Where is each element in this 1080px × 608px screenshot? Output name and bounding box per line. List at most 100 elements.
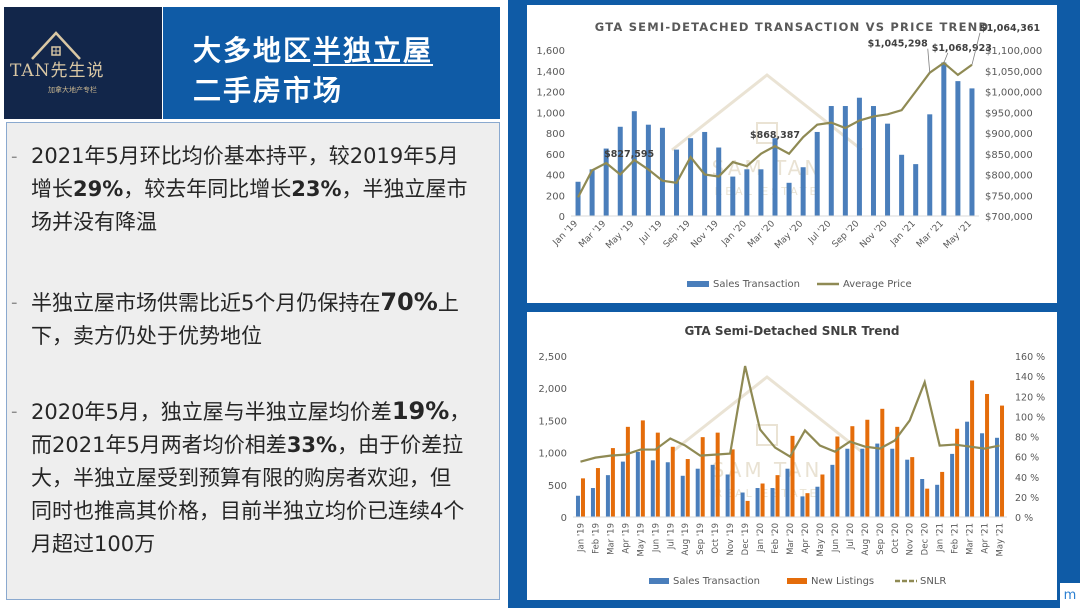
data-label-leader (943, 52, 949, 64)
legend-listings-label: New Listings (811, 576, 874, 587)
y-tick-label: 2,500 (538, 352, 567, 363)
x-tick-label: Jun '19 (651, 523, 661, 553)
bar-new-listings (655, 432, 660, 517)
y-tick-label: 600 (546, 150, 565, 161)
chart-snlr-trend-svg: GTA Semi-Detached SNLR Trend 0 500 1,000 1,5… (538, 324, 1045, 587)
bar-sales-transaction (785, 468, 790, 517)
bar-sales-transaction (828, 106, 834, 216)
x-tick-label: May '21 (996, 523, 1006, 556)
x-tick-label: Mar '20 (786, 523, 796, 555)
bar-sales-transaction (758, 169, 764, 216)
legend-sales-swatch (649, 578, 669, 584)
watermark-house-icon (671, 375, 863, 454)
x-tick-label: Nov '19 (726, 523, 736, 555)
x-tick-label: Mar '21 (915, 219, 946, 250)
bar-sales-transaction (860, 448, 865, 517)
x-tick-label: Feb '20 (771, 523, 781, 554)
legend-sales-label: Sales Transaction (713, 279, 800, 290)
x-tick-label: Sep '19 (696, 523, 706, 555)
chart-price-trend: GTA SEMI-DETACHED TRANSACTION VS PRICE T… (527, 5, 1057, 303)
bullet-dash: - (11, 146, 18, 167)
bar-new-listings (745, 500, 750, 517)
bar-new-listings (880, 408, 885, 517)
line-average-price (577, 61, 973, 198)
bar-sales-transaction (575, 181, 581, 216)
y2-tick-label: $1,100,000 (985, 46, 1042, 57)
logo: TAN先生说 加拿大地产专栏 (4, 7, 162, 119)
chart-title: GTA Semi-Detached SNLR Trend (684, 324, 899, 338)
bar-sales-transaction (980, 433, 985, 517)
bar-sales-transaction (744, 169, 750, 216)
logo-subtitle: 加拿大地产专栏 (48, 86, 97, 94)
bar-new-listings (835, 436, 840, 517)
x-tick-label: Jan '19 (551, 219, 581, 249)
page-title-line1: 大多地区半独立屋 (193, 29, 433, 69)
bar-sales-transaction (710, 464, 715, 517)
x-tick-label: Mar '19 (606, 523, 616, 555)
x-tick-label: Jan '21 (936, 523, 946, 553)
bar-sales-transaction (955, 81, 961, 216)
bullet-text: 2020年5月，独立屋与半独立屋均价差 (31, 400, 392, 424)
bullet-2: - 半独立屋市场供需比近5个月仍保持在70%上下，卖方仍处于优势地位 (11, 286, 471, 353)
y2-tick-label: 80 % (1015, 433, 1039, 444)
y-tick-label: 0 (561, 513, 567, 524)
bar-sales-transaction (913, 164, 919, 216)
bullet-text: 半独立屋市场供需比近5个月仍保持在 (31, 291, 381, 315)
bar-new-listings (700, 437, 705, 517)
bullet-highlight: 19% (391, 397, 450, 425)
x-tick-label: Dec '19 (741, 523, 751, 555)
bar-sales-transaction (927, 114, 933, 216)
bar-sales-transaction (786, 182, 792, 216)
bar-sales-transaction (800, 496, 805, 517)
y-tick-label: 1,600 (536, 46, 565, 57)
x-tick-label: Jul '19 (637, 219, 665, 247)
bar-sales-transaction (659, 127, 665, 216)
x-tick-label: Jan '20 (720, 219, 750, 249)
bar-sales-transaction (680, 475, 685, 517)
house-logo-icon (31, 31, 81, 60)
bar-new-listings (970, 380, 975, 517)
x-tick-label: Dec '20 (921, 523, 931, 555)
x-tick-label: Aug '19 (681, 523, 691, 555)
x-tick-label: Nov '19 (689, 219, 721, 251)
x-tick-label: Apr '19 (621, 523, 631, 554)
bar-sales-transaction (920, 479, 925, 517)
x-tick-label: Apr '21 (981, 523, 991, 554)
x-tick-label: Jan '19 (576, 523, 586, 553)
bar-new-listings (595, 468, 600, 517)
bar-new-listings (640, 420, 645, 517)
x-tick-label: Jun '20 (831, 523, 841, 553)
bullet-text: 上下，卖方仍处于优势地位 (31, 291, 459, 348)
bar-sales-transaction (590, 488, 595, 517)
y2-tick-label: 120 % (1015, 392, 1045, 403)
bar-sales-transaction (830, 464, 835, 517)
y2-tick-label: 20 % (1015, 493, 1039, 504)
y-tick-label: 500 (548, 481, 567, 492)
data-label-leader (971, 32, 981, 65)
data-label: $868,387 (750, 130, 800, 141)
x-tick-label: Jul '20 (806, 219, 834, 247)
x-tick-label: Feb '19 (591, 523, 601, 554)
bar-sales-transaction (620, 461, 625, 517)
y2-tick-label: 140 % (1015, 372, 1045, 383)
bar-sales-transaction (755, 488, 760, 517)
bar-sales-transaction (870, 106, 876, 216)
y-tick-label: 2,000 (538, 384, 567, 395)
y2-tick-label: 100 % (1015, 412, 1045, 423)
x-tick-label: May '21 (942, 219, 974, 251)
bar-sales-transaction (995, 437, 1000, 517)
x-tick-label: Mar '20 (746, 219, 777, 250)
data-label: $1,045,298 (868, 39, 928, 50)
x-tick-label: May '19 (604, 219, 636, 251)
bar-new-listings (580, 478, 585, 517)
legend-listings-swatch (787, 578, 807, 584)
y-tick-label: 400 (546, 171, 565, 182)
bar-sales-transaction (635, 451, 640, 517)
bar-sales-transaction (716, 147, 722, 216)
logo-text: TAN先生说 (10, 61, 105, 81)
bar-sales-transaction (941, 62, 947, 217)
y2-tick-label: 160 % (1015, 352, 1045, 363)
bar-sales-transaction (856, 97, 862, 216)
legend-sales-swatch (687, 281, 709, 287)
y-tick-label: 1,000 (538, 449, 567, 460)
